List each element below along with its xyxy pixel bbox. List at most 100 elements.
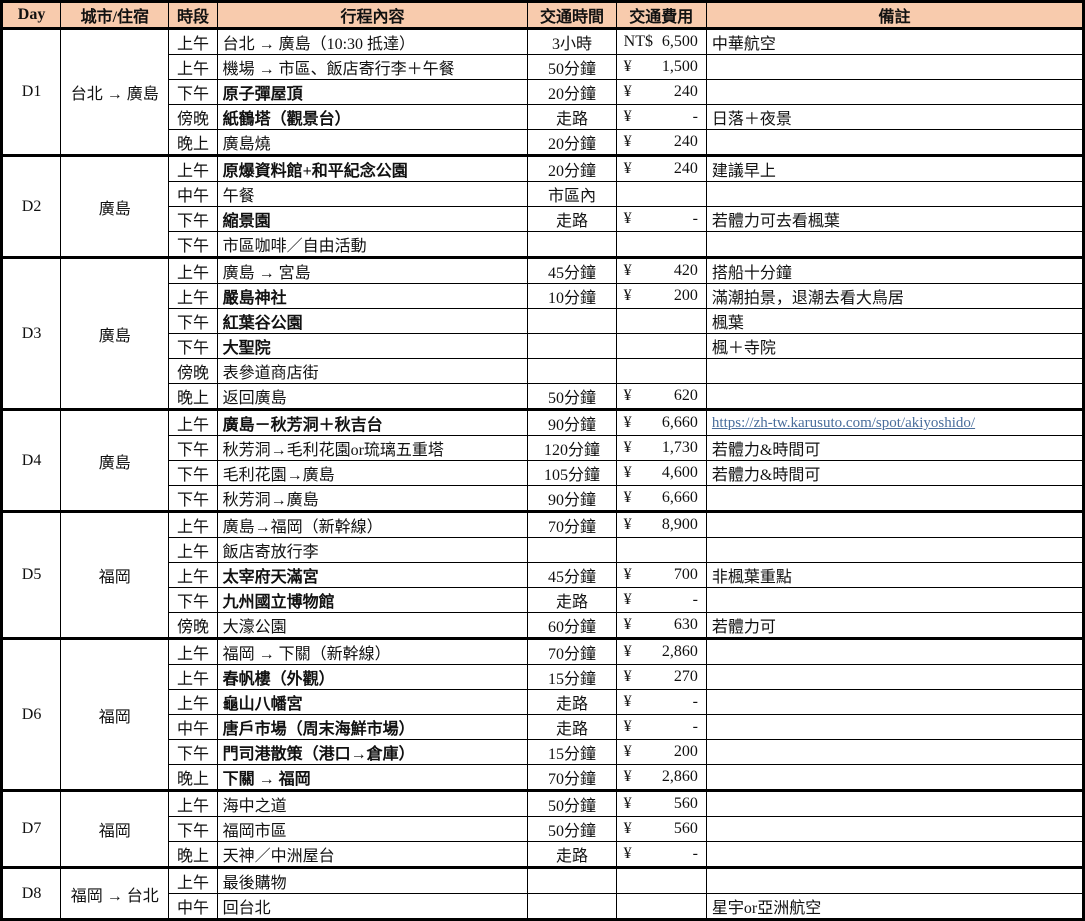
- fee-amount: 240: [673, 133, 698, 150]
- itinerary-row: 中午 唐戶市場（周末海鮮市場） 走路 ¥ -: [2, 714, 1085, 740]
- activity-cell: 龜山八幡宮: [216, 689, 529, 715]
- currency-symbol: ¥: [623, 108, 632, 125]
- activity-cell: 表參道商店街: [216, 358, 529, 384]
- itinerary-row: 上午 飯店寄放行李: [2, 537, 1085, 563]
- activity-cell: 毛利花園→廣島: [216, 460, 529, 486]
- note-cell: [705, 664, 1085, 690]
- activity-cell: 原子彈屋頂: [216, 79, 529, 105]
- day-cell: D4: [0, 408, 62, 512]
- city-cell: 廣島: [60, 154, 170, 258]
- transit-time-cell: 市區內: [527, 181, 617, 207]
- transit-fee-cell: ¥560: [615, 789, 707, 817]
- note-cell: 若體力可: [705, 612, 1085, 639]
- fee-amount: -: [692, 108, 698, 125]
- city-cell: 福岡: [60, 510, 170, 639]
- transit-time-cell: [527, 866, 617, 894]
- note-link[interactable]: https://zh-tw.karusuto.com/spot/akiyoshi…: [711, 415, 976, 431]
- fee-inner: ¥270: [617, 668, 705, 686]
- itinerary-row: 上午 機場 → 市區、飯店寄行李＋午餐 50分鐘 ¥1,500: [2, 54, 1085, 80]
- itinerary-row: D3 廣島 上午 廣島 → 宮島 45分鐘 ¥420 搭船十分鐘: [0, 256, 1085, 410]
- activity-cell: 九州國立博物館: [216, 587, 529, 613]
- fee-amount: 2,860: [661, 768, 698, 785]
- transit-time-cell: 15分鐘: [527, 739, 617, 765]
- note-cell: [705, 816, 1085, 842]
- city-cell: 廣島: [60, 408, 170, 512]
- transit-time-cell: [527, 231, 617, 258]
- itinerary-row: D7 福岡 上午 海中之道 50分鐘 ¥560: [0, 789, 1085, 868]
- itinerary-row: D6 福岡 上午 福岡 → 下關（新幹線） 70分鐘 ¥2,860: [0, 637, 1085, 791]
- period-cell: 上午: [168, 562, 218, 588]
- currency-symbol: ¥: [623, 489, 632, 506]
- transit-time-cell: 10分鐘: [527, 283, 617, 309]
- transit-fee-cell: ¥560: [615, 816, 707, 842]
- transit-time-cell: 120分鐘: [527, 435, 617, 461]
- transit-time-cell: 90分鐘: [527, 408, 617, 436]
- transit-fee-cell: [615, 333, 707, 359]
- fee-amount: 620: [673, 387, 698, 404]
- transit-fee-cell: ¥1,730: [615, 435, 707, 461]
- fee-amount: 270: [673, 668, 698, 685]
- currency-symbol: ¥: [623, 845, 632, 862]
- currency-symbol: ¥: [623, 439, 632, 456]
- note-cell: [705, 383, 1085, 410]
- city-cell: 廣島: [60, 256, 170, 410]
- transit-fee-cell: ¥ -: [615, 689, 707, 715]
- itinerary-row: 晚上 廣島燒 20分鐘 ¥240: [2, 129, 1085, 156]
- city-cell: 福岡 → 台北: [60, 866, 170, 920]
- transit-time-cell: 走路: [527, 104, 617, 130]
- activity-cell: 午餐: [216, 181, 529, 207]
- transit-time-cell: 50分鐘: [527, 54, 617, 80]
- period-cell: 下午: [168, 485, 218, 512]
- transit-fee-cell: ¥700: [615, 562, 707, 588]
- fee-amount: 8,900: [661, 516, 698, 533]
- note-cell: [705, 841, 1085, 868]
- transit-time-cell: 15分鐘: [527, 664, 617, 690]
- period-cell: 傍晚: [168, 358, 218, 384]
- activity-cell: 市區咖啡／自由活動: [216, 231, 529, 258]
- header-transit-time: 交通時間: [527, 1, 617, 30]
- currency-symbol: ¥: [623, 287, 632, 304]
- period-cell: 晚上: [168, 841, 218, 868]
- itinerary-row: 傍晚 大濠公園 60分鐘 ¥630 若體力可: [2, 612, 1085, 639]
- header-activity: 行程內容: [216, 1, 529, 30]
- fee-amount: 630: [673, 616, 698, 633]
- fee-inner: ¥200: [617, 287, 705, 305]
- fee-inner: ¥560: [617, 795, 705, 813]
- city-cell: 台北 → 廣島: [60, 27, 170, 156]
- fee-inner: ¥ -: [617, 718, 705, 736]
- activity-cell: 紙鶴塔（觀景台）: [216, 104, 529, 130]
- period-cell: 上午: [168, 510, 218, 538]
- fee-inner: ¥240: [617, 83, 705, 101]
- transit-time-cell: 70分鐘: [527, 510, 617, 538]
- fee-amount: 200: [673, 743, 698, 760]
- activity-cell: 唐戶市場（周末海鮮市場）: [216, 714, 529, 740]
- transit-fee-cell: [615, 537, 707, 563]
- itinerary-row: 傍晚 表參道商店街: [2, 358, 1085, 384]
- fee-inner: ¥4,600: [617, 464, 705, 482]
- fee-amount: 6,660: [661, 489, 698, 506]
- transit-fee-cell: ¥6,660: [615, 485, 707, 512]
- activity-cell: 秋芳洞→毛利花園or琉璃五重塔: [216, 435, 529, 461]
- day-cell: D7: [0, 789, 62, 868]
- itinerary-row: 下午 原子彈屋頂 20分鐘 ¥240: [2, 79, 1085, 105]
- note-cell: [705, 739, 1085, 765]
- note-cell: [705, 714, 1085, 740]
- transit-time-cell: 走路: [527, 841, 617, 868]
- currency-symbol: ¥: [623, 616, 632, 633]
- note-cell: [705, 764, 1085, 791]
- period-cell: 中午: [168, 893, 218, 920]
- period-cell: 上午: [168, 664, 218, 690]
- transit-time-cell: 105分鐘: [527, 460, 617, 486]
- currency-symbol: ¥: [623, 516, 632, 533]
- header-notes: 備註: [705, 1, 1085, 30]
- itinerary-body: D1 台北 → 廣島 上午 台北 → 廣島（10:30 抵達） 3小時 NT$ 6,500 中…: [0, 27, 1085, 920]
- itinerary-row: D1 台北 → 廣島 上午 台北 → 廣島（10:30 抵達） 3小時 NT$ 6,500 中…: [0, 27, 1085, 156]
- transit-time-cell: [527, 358, 617, 384]
- fee-amount: -: [692, 210, 698, 227]
- transit-time-cell: 走路: [527, 206, 617, 232]
- period-cell: 傍晚: [168, 104, 218, 130]
- activity-cell: 嚴島神社: [216, 283, 529, 309]
- currency-symbol: ¥: [623, 464, 632, 481]
- fee-inner: ¥1,500: [617, 58, 705, 76]
- activity-cell: 飯店寄放行李: [216, 537, 529, 563]
